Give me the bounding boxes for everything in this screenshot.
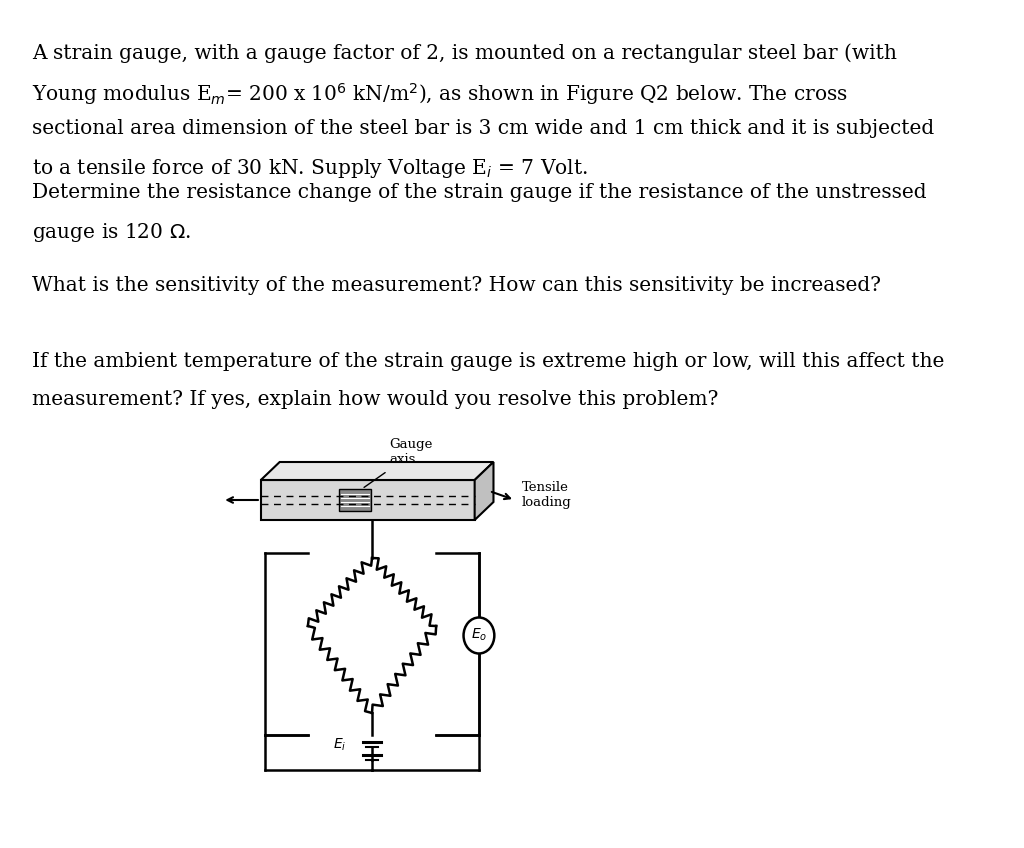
- Text: A strain gauge, with a gauge factor of 2, is mounted on a rectangular steel bar : A strain gauge, with a gauge factor of 2…: [33, 43, 897, 63]
- Text: Tensile
loading: Tensile loading: [521, 481, 571, 509]
- Polygon shape: [261, 462, 494, 480]
- Text: measurement? If yes, explain how would you resolve this problem?: measurement? If yes, explain how would y…: [33, 390, 719, 409]
- Text: to a tensile force of 30 kN. Supply Voltage E$_i$ = 7 Volt.: to a tensile force of 30 kN. Supply Volt…: [33, 157, 588, 180]
- Polygon shape: [475, 462, 494, 520]
- Text: $E_o$: $E_o$: [471, 627, 487, 643]
- Text: $E_i$: $E_i$: [333, 737, 346, 753]
- Bar: [339, 489, 371, 511]
- Text: Young modulus E$_m$= 200 x 10$^6$ kN/m$^2$), as shown in Figure Q2 below. The cr: Young modulus E$_m$= 200 x 10$^6$ kN/m$^…: [33, 81, 848, 107]
- Text: sectional area dimension of the steel bar is 3 cm wide and 1 cm thick and it is : sectional area dimension of the steel ba…: [33, 119, 935, 138]
- Text: Gauge
axis: Gauge axis: [389, 438, 432, 466]
- Circle shape: [464, 617, 495, 654]
- Text: What is the sensitivity of the measurement? How can this sensitivity be increase: What is the sensitivity of the measureme…: [33, 276, 882, 295]
- Text: Determine the resistance change of the strain gauge if the resistance of the uns: Determine the resistance change of the s…: [33, 183, 927, 202]
- Text: If the ambient temperature of the strain gauge is extreme high or low, will this: If the ambient temperature of the strain…: [33, 352, 945, 371]
- Text: gauge is 120 $\Omega$.: gauge is 120 $\Omega$.: [33, 221, 191, 244]
- Polygon shape: [261, 480, 475, 520]
